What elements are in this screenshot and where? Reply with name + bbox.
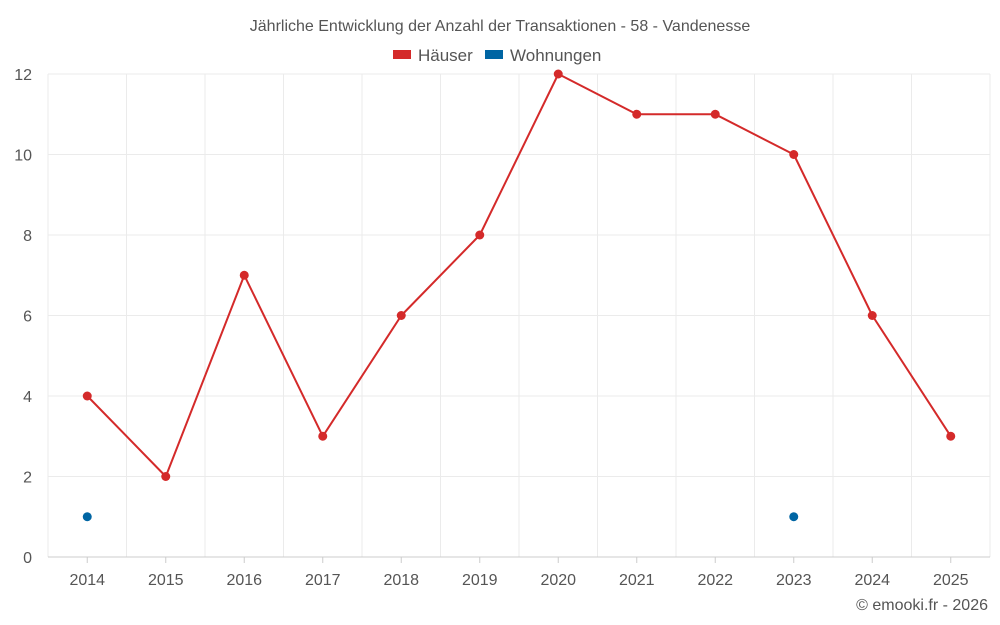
x-tick-label: 2016 [226,572,262,589]
x-tick-label: 2023 [776,572,812,589]
data-point-haeuser[interactable] [632,109,642,119]
legend-label-haeuser[interactable]: Häuser [418,46,473,65]
legend-label-wohnungen[interactable]: Wohnungen [510,46,601,65]
data-point-haeuser[interactable] [239,270,249,280]
data-point-haeuser[interactable] [867,311,877,320]
x-tick-label: 2017 [305,572,341,589]
series-layer [82,69,956,522]
x-tick-label: 2024 [854,572,890,589]
x-tick-label: 2020 [540,572,576,589]
data-point-haeuser[interactable] [396,311,406,320]
y-tick-label: 2 [23,470,32,487]
x-tick-label: 2021 [619,572,655,589]
y-tick-label: 10 [14,148,32,165]
x-axis-ticks: 2014 2015 2016 2017 2018 2019 2020 2021 2022 2023… [69,557,969,589]
data-point-haeuser[interactable] [161,472,171,481]
gridlines [47,73,991,558]
y-tick-label: 12 [14,67,32,84]
legend-swatch-wohnungen [485,50,503,59]
data-point-haeuser[interactable] [946,431,956,441]
data-point-haeuser[interactable] [553,69,563,79]
data-point-haeuser[interactable] [318,431,328,441]
x-tick-label: 2022 [697,572,733,589]
data-point-haeuser[interactable] [789,150,799,159]
x-tick-label: 2015 [148,572,184,589]
data-point-wohnungen[interactable] [82,512,92,522]
data-point-haeuser[interactable] [475,230,485,240]
y-tick-label: 0 [23,550,32,567]
x-tick-label: 2019 [462,572,498,589]
y-axis-ticks: 0 2 4 6 8 10 12 [14,67,32,567]
legend: Häuser Wohnungen [393,46,601,65]
x-tick-label: 2014 [69,572,105,589]
legend-swatch-haeuser [393,50,411,59]
x-tick-label: 2025 [933,572,969,589]
data-point-haeuser[interactable] [82,391,92,401]
x-tick-label: 2018 [383,572,419,589]
y-tick-label: 4 [23,389,32,406]
y-tick-label: 8 [23,228,32,245]
data-point-haeuser[interactable] [710,109,720,119]
credit-text: © emooki.fr - 2026 [856,597,988,614]
data-point-wohnungen[interactable] [789,512,799,522]
chart-title: Jährliche Entwicklung der Anzahl der Tra… [250,18,751,35]
series-line-haeuser [86,73,952,478]
y-tick-label: 6 [23,309,32,326]
